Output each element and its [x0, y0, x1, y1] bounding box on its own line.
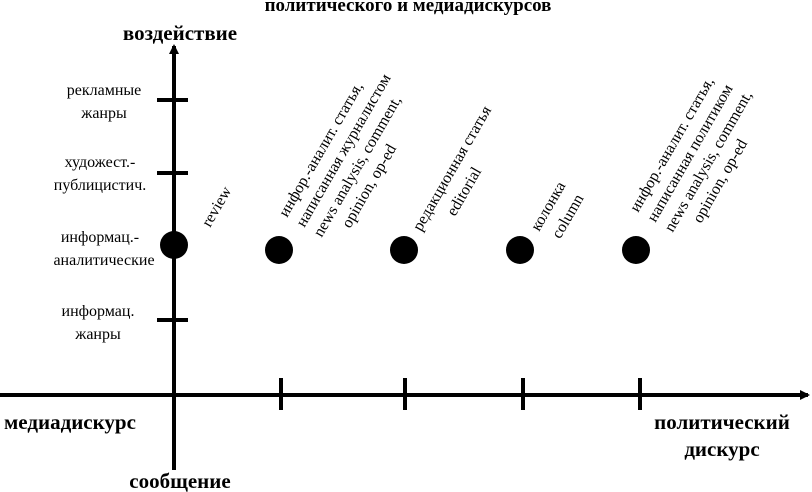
- genre-point-politician-analysis: [622, 236, 650, 264]
- point-1-line-1: review: [199, 183, 236, 230]
- genre-point-review: [160, 231, 188, 259]
- y-level-1-line-2: жанры: [80, 105, 127, 122]
- genre-point-journalist-analysis: [265, 236, 293, 264]
- label-group-review: review: [199, 183, 236, 230]
- y-level-3-line-1: информац.-: [61, 229, 139, 246]
- y-level-2-line-2: публицистич.: [54, 177, 146, 194]
- label-group-editorial: редакционная статья editorial: [410, 103, 496, 234]
- label-group-column: колонка column: [528, 179, 588, 242]
- genre-point-column: [506, 236, 534, 264]
- label-group-journalist-analysis: инфор.-аналит. статья, написанная журнал…: [276, 71, 405, 240]
- diagram-title: политического и медиадискурсов: [265, 0, 552, 16]
- x-axis-right-label-1: политический: [654, 410, 790, 434]
- y-axis-bottom-label: сообщение: [129, 469, 230, 492]
- y-level-4-line-1: информац.: [62, 303, 135, 320]
- genre-point-editorial: [390, 236, 418, 264]
- y-level-2-line-1: художест.-: [65, 154, 136, 171]
- label-group-politician-analysis: инфор.-аналит. статья, написанная полити…: [627, 74, 756, 235]
- x-axis-right-label-2: дискурс: [684, 437, 759, 461]
- y-level-1-line-1: рекламные: [67, 82, 142, 99]
- x-axis-left-label: медиадискурс: [4, 410, 136, 434]
- y-level-4-line-2: жанры: [74, 326, 121, 343]
- y-axis-top-label: воздействие: [123, 21, 237, 45]
- y-level-3-line-2: аналитические: [53, 252, 154, 269]
